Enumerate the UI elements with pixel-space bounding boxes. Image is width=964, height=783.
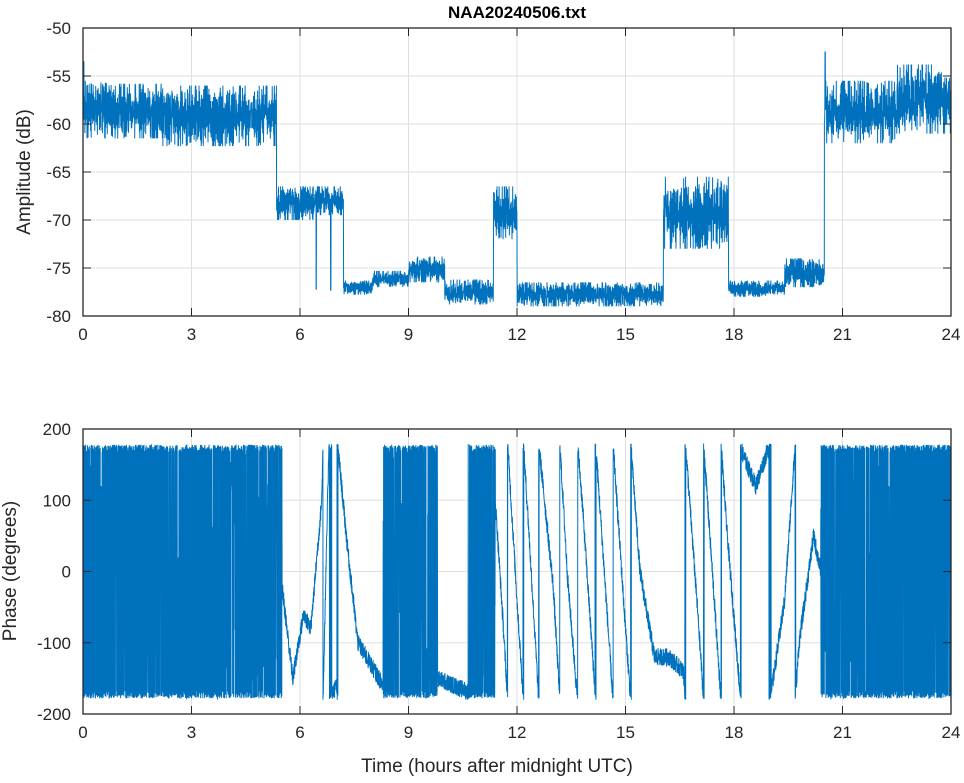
x-tick-label: 18	[725, 325, 744, 344]
x-tick-label: 21	[833, 723, 852, 742]
x-tick-label: 9	[404, 325, 413, 344]
x-tick-label: 0	[78, 325, 87, 344]
y-tick-label: -65	[46, 163, 71, 182]
x-axis-label: Time (hours after midnight UTC)	[361, 756, 633, 777]
y-tick-label: -200	[37, 705, 71, 724]
phase-y-label: Phase (degrees)	[0, 501, 21, 641]
chart-title: NAA20240506.txt	[448, 3, 586, 22]
x-tick-label: 24	[942, 325, 961, 344]
y-tick-label: -70	[46, 211, 71, 230]
x-tick-label: 3	[187, 325, 196, 344]
y-tick-label: 100	[43, 491, 71, 510]
x-tick-label: 12	[508, 723, 527, 742]
x-tick-label: 0	[78, 723, 87, 742]
x-tick-label: 9	[404, 723, 413, 742]
y-tick-label: -75	[46, 259, 71, 278]
x-tick-label: 15	[616, 723, 635, 742]
y-tick-label: -80	[46, 307, 71, 326]
amplitude-series-line	[82, 51, 952, 307]
amplitude-axes: 0 3 6 9 12 15 18 21 24 -50 -55 -60 -65 -70 -75 -80	[46, 19, 960, 344]
y-tick-label: -100	[37, 634, 71, 653]
x-tick-label: 12	[508, 325, 527, 344]
y-tick-label: 0	[62, 563, 71, 582]
x-tick-label: 18	[725, 723, 744, 742]
x-tick-label: 6	[295, 325, 304, 344]
x-tick-label: 6	[295, 723, 304, 742]
y-tick-label: -50	[46, 19, 71, 38]
phase-axes: 0 3 6 9 12 15 18 21 24 200 100 0 -100 -200	[37, 420, 960, 742]
y-tick-label: -60	[46, 115, 71, 134]
amplitude-y-label: Amplitude (dB)	[14, 109, 35, 235]
x-tick-label: 15	[616, 325, 635, 344]
x-tick-label: 21	[833, 325, 852, 344]
phase-series-line	[82, 443, 952, 700]
x-tick-label: 3	[187, 723, 196, 742]
y-tick-label: -55	[46, 67, 71, 86]
y-tick-label: 200	[43, 420, 71, 439]
x-tick-label: 24	[942, 723, 961, 742]
